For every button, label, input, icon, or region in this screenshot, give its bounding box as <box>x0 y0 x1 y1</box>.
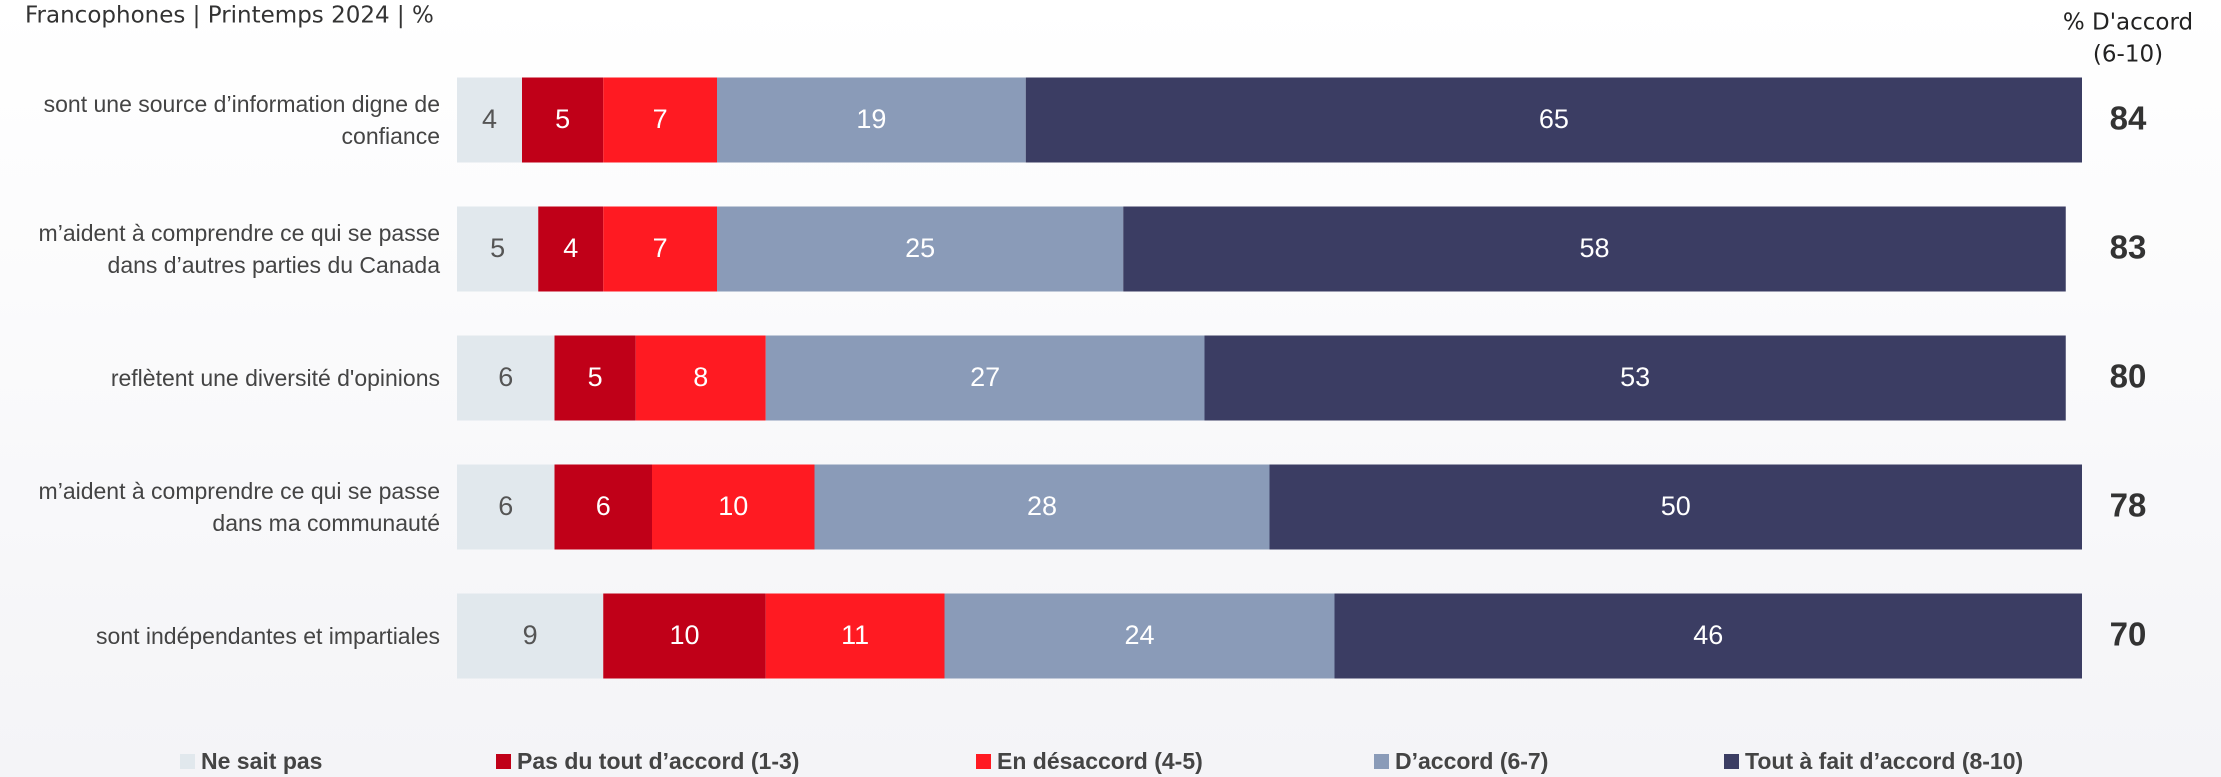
data-label: 50 <box>1661 491 1691 521</box>
data-label: 5 <box>588 362 603 392</box>
bar-segment <box>765 335 1205 421</box>
net-header: % D'accord <box>2063 10 2193 36</box>
y-tick-label: reflètent une diversité d'opinions <box>110 365 440 391</box>
subtitle: Francophones | Printemps 2024 | % <box>25 3 434 29</box>
data-label: 7 <box>653 233 668 263</box>
y-tick-label: sont une source d’information digne de c… <box>43 91 440 149</box>
bar-segment <box>717 77 1026 163</box>
legend-label: D’accord (6-7) <box>1395 748 1548 774</box>
net-value: 78 <box>2110 487 2147 524</box>
bar-segment <box>538 206 604 292</box>
bar-segment <box>1204 335 2066 421</box>
bar-segment <box>554 335 636 421</box>
bar-segment <box>652 464 815 550</box>
legend-swatch <box>976 754 991 769</box>
data-label: 10 <box>718 491 748 521</box>
bar-segment <box>765 593 945 679</box>
bar-segment <box>1123 206 2066 292</box>
data-label: 4 <box>563 233 578 263</box>
legend-label: En désaccord (4-5) <box>997 748 1203 774</box>
net-value: 70 <box>2110 616 2147 653</box>
data-label: 19 <box>856 104 886 134</box>
data-label: 28 <box>1027 491 1057 521</box>
bar-segment <box>554 464 652 550</box>
legend-label: Pas du tout d’accord (1-3) <box>517 748 799 774</box>
bar-segment <box>457 77 522 163</box>
legend-swatch <box>180 754 195 769</box>
bar-segment <box>603 77 717 163</box>
y-tick-label: m’aident à comprendre ce qui se passe da… <box>38 478 440 536</box>
data-label: 4 <box>482 104 497 134</box>
data-label: 7 <box>653 104 668 134</box>
data-label: 6 <box>596 491 611 521</box>
legend-label: Ne sait pas <box>201 748 322 774</box>
data-label: 27 <box>970 362 1000 392</box>
bar-segment <box>1025 77 2082 163</box>
net-value: 80 <box>2110 358 2147 395</box>
bar-segment <box>944 593 1335 679</box>
net-value: 84 <box>2110 100 2147 137</box>
legend-swatch <box>496 754 511 769</box>
legend-label: Tout à fait d’accord (8-10) <box>1745 748 2023 774</box>
data-label: 5 <box>490 233 505 263</box>
data-label: 6 <box>498 491 513 521</box>
legend-swatch <box>1374 754 1389 769</box>
data-label: 25 <box>905 233 935 263</box>
data-label: 5 <box>555 104 570 134</box>
bar-segment <box>603 593 766 679</box>
bar-segment <box>1269 464 2082 550</box>
data-label: 46 <box>1693 620 1723 650</box>
data-label: 65 <box>1539 104 1569 134</box>
data-label: 9 <box>523 620 538 650</box>
bar-segment <box>1334 593 2082 679</box>
data-label: 11 <box>841 620 869 650</box>
bar-segment <box>457 335 555 421</box>
bar-segment <box>635 335 766 421</box>
data-label: 24 <box>1124 620 1154 650</box>
net-header: (6-10) <box>2093 42 2163 68</box>
bar-segment <box>717 206 1124 292</box>
bar-segment <box>457 593 604 679</box>
data-label: 10 <box>669 620 699 650</box>
data-label: 58 <box>1579 233 1609 263</box>
data-label: 53 <box>1620 362 1650 392</box>
legend-swatch <box>1724 754 1739 769</box>
bar-segment <box>457 464 555 550</box>
y-tick-label: sont indépendantes et impartiales <box>96 623 440 649</box>
y-tick-label: m’aident à comprendre ce qui se passe da… <box>38 220 440 278</box>
bar-segment <box>457 206 539 292</box>
data-label: 8 <box>693 362 708 392</box>
net-value: 83 <box>2110 229 2147 266</box>
bar-segment <box>814 464 1270 550</box>
bar-segment <box>603 206 717 292</box>
bar-segment <box>522 77 604 163</box>
data-label: 6 <box>498 362 513 392</box>
